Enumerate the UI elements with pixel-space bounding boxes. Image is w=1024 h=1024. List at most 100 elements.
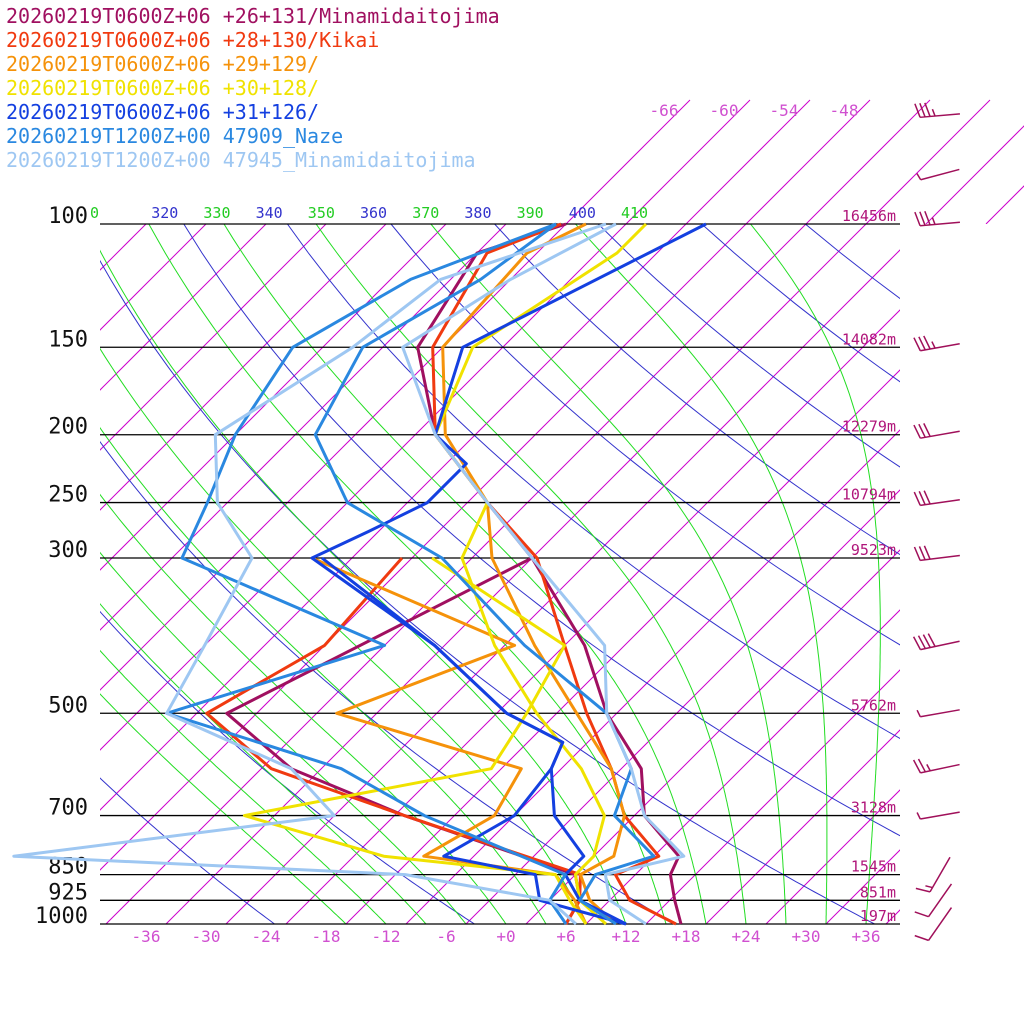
theta-label: 340 [256, 204, 283, 222]
legend-entry: 20260219T0600Z+06 +31+126/ [6, 100, 320, 124]
barb-flag [923, 335, 931, 350]
upper-isotherm-line [565, 99, 691, 224]
barb-flag [915, 887, 931, 893]
barb-flag [918, 546, 926, 561]
sounding-series [205, 222, 677, 926]
isotherm-line [525, 549, 900, 924]
barb-flag [923, 545, 931, 560]
upper-temperature-label: -66 [650, 101, 679, 120]
wind-barb [913, 423, 960, 439]
barb-flag [918, 423, 926, 438]
height-label: 12279m [842, 418, 896, 436]
barb-flag [914, 911, 929, 918]
dewpoint-line [165, 222, 568, 925]
dry-adiabat-line [494, 224, 900, 556]
temperature-tick-label: -18 [312, 927, 341, 946]
wind-barb [912, 758, 960, 774]
wind-barb [916, 168, 960, 181]
pressure-label: 1000 [35, 904, 88, 929]
barb-flag [918, 491, 926, 505]
barb-shaft [920, 709, 960, 718]
temperature-tick-label: -6 [436, 927, 455, 946]
isotherm-line [100, 224, 747, 871]
barb-shaft [927, 907, 953, 941]
dry-adiabat-line [100, 440, 676, 924]
temperature-line [401, 222, 686, 926]
axes: -66 -60 -54 -48 0 320 330 340 350 360 370 380 390 400… [35, 99, 1024, 946]
temperature-line [313, 222, 656, 926]
barb-half-flag [931, 217, 936, 225]
barb-flag [914, 103, 921, 118]
isotherm-line [105, 224, 807, 924]
sounding-profiles [12, 222, 707, 926]
barb-flag [912, 636, 922, 650]
pressure-label: 100 [48, 204, 88, 229]
isotherm-line [100, 224, 627, 751]
wind-barb [915, 856, 951, 893]
barb-shaft [920, 499, 960, 507]
height-label: 9523m [851, 541, 896, 559]
pressure-label: 200 [48, 415, 88, 440]
barb-shaft [920, 168, 960, 181]
upper-isotherm-line [925, 125, 1024, 224]
theta-label: 0 [90, 204, 99, 222]
barb-shaft [920, 811, 960, 820]
upper-isotherm-line [985, 185, 1024, 224]
barb-shaft [920, 113, 960, 119]
barb-flag [917, 758, 926, 773]
isotherm-line [405, 429, 900, 924]
isotherm-line [885, 909, 900, 924]
pressure-label: 925 [48, 880, 88, 905]
barb-flag [924, 211, 931, 226]
wind-barb [916, 709, 960, 718]
temperature-tick-label: +18 [672, 927, 701, 946]
barb-shaft [920, 763, 960, 774]
barb-flag [913, 337, 921, 352]
dry-adiabat-line [183, 224, 900, 837]
barb-half-flag [925, 885, 933, 889]
upper-isotherm-line [745, 99, 871, 224]
isotherm-line [100, 224, 447, 571]
barb-shaft [927, 883, 953, 918]
temperature-tick-label: +24 [732, 927, 761, 946]
theta-label: 370 [412, 204, 439, 222]
temperature-tick-label: -24 [252, 927, 281, 946]
dry-adiabat-line [804, 224, 900, 300]
pressure-label: 250 [48, 483, 88, 508]
theta-label: 400 [569, 204, 596, 222]
legend-entry: 20260219T1200Z+00 47909_Naze [6, 124, 344, 148]
isotherm-line [0, 84, 46, 924]
theta-label: 350 [308, 204, 335, 222]
isotherm-line [100, 224, 687, 811]
temperature-tick-label: -30 [192, 927, 221, 946]
height-label: 16456m [842, 207, 896, 225]
height-label: 1545m [851, 858, 896, 876]
barb-flag [923, 490, 931, 505]
barb-flag [919, 103, 926, 118]
pressure-label: 150 [48, 327, 88, 352]
upper-isotherm-line [625, 99, 751, 224]
sounding-series [165, 222, 656, 926]
height-label: 10794m [842, 486, 896, 504]
pressure-label: 700 [48, 796, 88, 821]
wind-barb [913, 490, 960, 507]
upper-temperature-label: -54 [770, 101, 799, 120]
isotherm-line [100, 224, 507, 631]
barb-shaft [920, 640, 960, 651]
barb-half-flag [931, 108, 936, 117]
barb-half-flag [926, 764, 931, 772]
height-label: 3128m [851, 799, 896, 817]
isotherm-line [285, 309, 900, 924]
moist-adiabat-line [148, 224, 667, 924]
isotherm-line [585, 609, 900, 924]
isotherm-line [465, 489, 900, 924]
barb-shaft [920, 221, 960, 227]
dry-adiabat-line [286, 224, 900, 740]
sounding-series [310, 222, 707, 926]
upper-temperature-label: -48 [830, 101, 859, 120]
pressure-label: 300 [48, 538, 88, 563]
barb-flag [918, 336, 926, 351]
temperature-tick-label: -12 [372, 927, 401, 946]
barb-flag [923, 423, 931, 437]
